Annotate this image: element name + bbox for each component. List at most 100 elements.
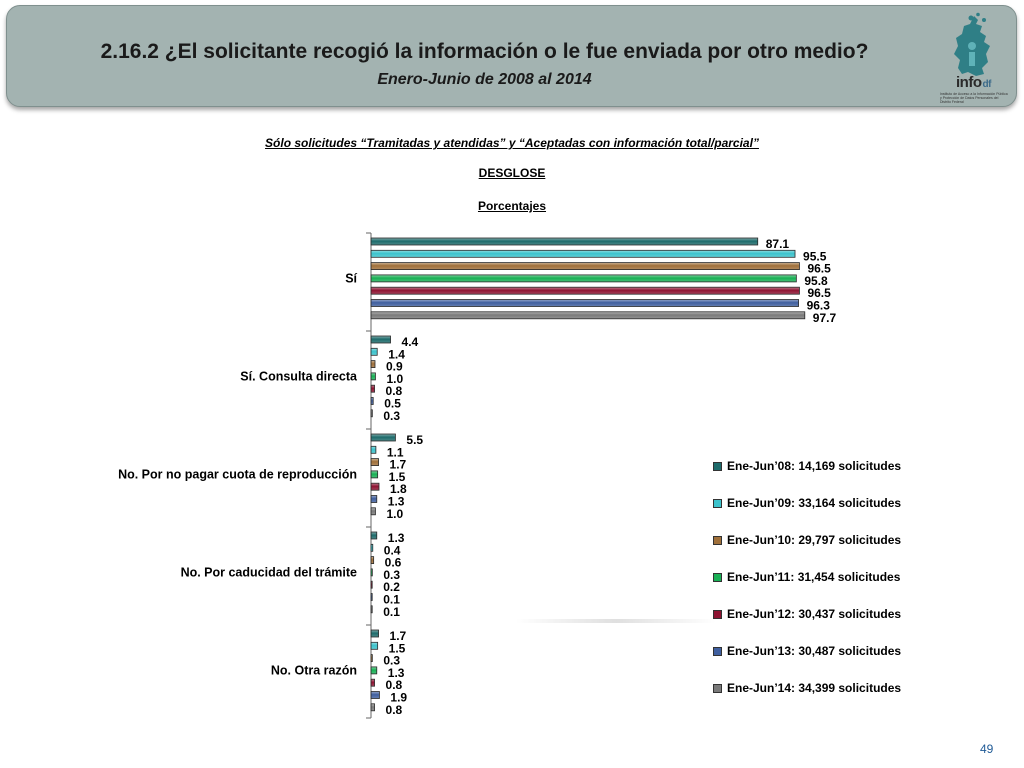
bar — [370, 482, 380, 491]
category-label: Sí — [345, 271, 357, 285]
header-banner: 2.16.2 ¿El solicitante recogió la inform… — [6, 5, 1017, 107]
legend-label: Ene-Jun’11: 31,454 solicitudes — [727, 570, 901, 584]
data-label: 0.6 — [385, 556, 402, 570]
data-label: 0.3 — [383, 409, 400, 423]
page-subtitle: Enero-Junio de 2008 al 2014 — [377, 71, 592, 88]
data-label: 4.4 — [402, 335, 419, 349]
bar — [370, 335, 391, 344]
bar — [370, 556, 375, 564]
legend-label: Ene-Jun’10: 29,797 solicitudes — [727, 533, 902, 547]
legend-label: Ene-Jun’09: 33,164 solicitudes — [727, 496, 902, 510]
data-label: 1.7 — [390, 629, 407, 643]
data-label: 0.9 — [386, 360, 403, 374]
logo-caption: Instituto de Acceso a la Información Púb… — [940, 92, 1008, 104]
bar — [370, 691, 380, 699]
bar — [370, 605, 373, 614]
data-label: 0.2 — [383, 580, 400, 594]
legend-swatch — [713, 646, 722, 656]
bar — [370, 384, 375, 393]
bar — [370, 678, 375, 687]
data-label: 96.3 — [807, 299, 831, 313]
data-label: 0.5 — [384, 397, 401, 411]
data-label: 95.5 — [803, 249, 827, 263]
legend-item: Ene-Jun’11: 31,454 solicitudes — [713, 569, 900, 585]
data-label: 1.0 — [386, 507, 403, 521]
data-label: 1.1 — [387, 445, 404, 459]
data-label: 0.1 — [383, 593, 400, 607]
legend-swatch — [713, 609, 722, 619]
bar — [370, 299, 799, 307]
legend-label: Ene-Jun’12: 30,437 solicitudes — [727, 607, 902, 621]
bar — [370, 654, 373, 662]
page-number: 49 — [980, 742, 994, 756]
bar — [370, 237, 759, 246]
category-label: No. Por no pagar cuota de reproducción — [118, 467, 357, 481]
data-label: 1.3 — [388, 531, 405, 545]
data-label: 1.5 — [389, 470, 406, 484]
chart-note: Sólo solicitudes “Tramitadas y atendidas… — [265, 136, 759, 150]
data-label: 95.8 — [804, 274, 828, 288]
data-label: 1.8 — [390, 482, 407, 496]
data-label: 1.4 — [388, 347, 405, 361]
data-label: 0.8 — [386, 384, 403, 398]
legend-label: Ene-Jun’08: 14,169 solicitudes — [727, 459, 902, 473]
bar — [370, 629, 379, 638]
bar — [370, 495, 378, 503]
legend-item: Ene-Jun’10: 29,797 solicitudes — [713, 532, 901, 548]
infodf-logo-icon — [954, 12, 990, 76]
data-label: 0.4 — [384, 543, 401, 557]
legend-item: Ene-Jun’08: 14,169 solicitudes — [713, 458, 901, 474]
legend-label: Ene-Jun’13: 30,487 solicitudes — [727, 644, 902, 658]
legend-swatch — [713, 461, 722, 471]
bar — [370, 433, 396, 442]
legend-swatch — [713, 498, 722, 508]
legend-swatch — [713, 683, 722, 693]
bar — [370, 445, 377, 454]
bar — [370, 470, 379, 479]
data-label: 0.1 — [383, 605, 400, 619]
data-label: 1.7 — [390, 458, 407, 472]
legend-item: Ene-Jun’09: 33,164 solicitudes — [713, 495, 901, 511]
data-label: 0.3 — [383, 568, 400, 582]
bar — [370, 666, 378, 675]
bar — [370, 568, 373, 577]
bar — [370, 360, 376, 369]
bar — [370, 286, 800, 295]
data-label: 5.5 — [406, 433, 423, 447]
data-label: 1.3 — [388, 666, 405, 680]
bar — [370, 593, 373, 601]
bar — [370, 409, 373, 418]
data-label: 87.1 — [766, 237, 790, 251]
decorative-line — [516, 619, 716, 623]
breakdown-label: DESGLOSE — [478, 166, 546, 180]
category-label: Sí. Consulta directa — [240, 369, 358, 383]
bar — [370, 347, 378, 356]
legend-swatch — [713, 572, 722, 582]
bar — [370, 311, 806, 320]
data-label: 96.5 — [807, 286, 831, 300]
data-label: 0.8 — [386, 678, 403, 692]
data-label: 97.7 — [813, 311, 837, 325]
category-label: No. Por caducidad del trámite — [181, 565, 357, 579]
bar — [370, 543, 374, 552]
bar — [370, 641, 379, 650]
legend-label: Ene-Jun’14: 34,399 solicitudes — [727, 681, 902, 695]
bar — [370, 249, 796, 258]
data-label: 1.3 — [388, 495, 405, 509]
category-label: No. Otra razón — [271, 663, 357, 677]
bar — [370, 580, 373, 589]
legend-item: Ene-Jun’13: 30,487 solicitudes — [713, 643, 901, 659]
bar — [370, 703, 375, 712]
logo-wordmark: infodf — [956, 74, 991, 91]
legend-item: Ene-Jun’14: 34,399 solicitudes — [713, 680, 901, 696]
data-label: 1.0 — [386, 372, 403, 386]
data-label: 0.8 — [386, 703, 403, 717]
bar — [370, 372, 376, 381]
data-label: 1.5 — [389, 641, 406, 655]
data-label: 96.5 — [807, 262, 831, 276]
page-title: 2.16.2 ¿El solicitante recogió la inform… — [100, 40, 869, 63]
legend-item: Ene-Jun’12: 30,437 solicitudes — [713, 606, 901, 622]
data-label: 0.3 — [383, 654, 400, 668]
unit-label: Porcentajes — [477, 199, 547, 213]
